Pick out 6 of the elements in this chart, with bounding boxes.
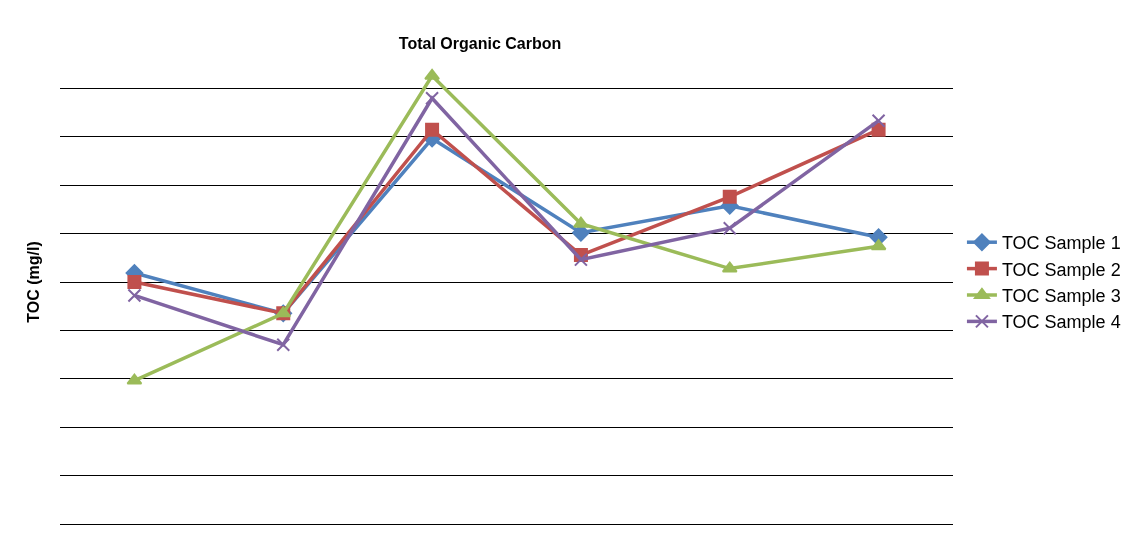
- legend-label: TOC Sample 2: [1001, 259, 1121, 280]
- chart-title: Total Organic Carbon: [398, 35, 562, 53]
- legend-label: TOC Sample 3: [1001, 286, 1121, 307]
- legend-label: TOC Sample 4: [1001, 312, 1121, 333]
- legend-label: TOC Sample 1: [1001, 233, 1121, 254]
- y-axis-title: TOC (mg/l): [24, 241, 42, 323]
